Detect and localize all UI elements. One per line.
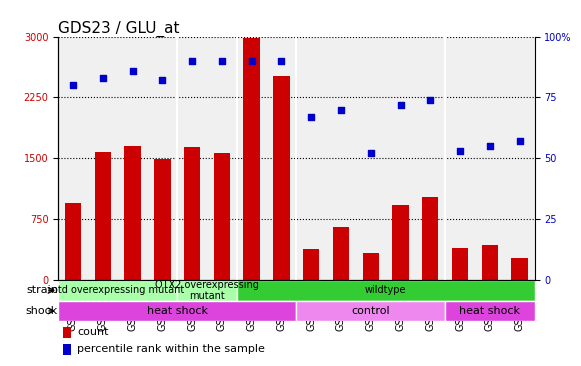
Text: otd overexpressing mutant: otd overexpressing mutant (52, 285, 184, 295)
Point (336, 107, 346, 113)
Bar (124, 146, 141, 280)
Point (157, 78, 167, 83)
Point (128, 68, 137, 74)
Bar (63, 344, 71, 355)
Bar (214, 153, 230, 280)
Bar (177, 280, 237, 300)
Point (456, 148, 465, 154)
Point (515, 138, 524, 144)
Text: control: control (352, 306, 390, 316)
Bar (303, 249, 320, 280)
Bar (333, 227, 349, 280)
Point (366, 150, 375, 156)
Bar (154, 159, 170, 280)
Text: heat shock: heat shock (147, 306, 207, 316)
Point (69, 82, 78, 88)
Text: wildtype: wildtype (365, 285, 406, 295)
Bar (422, 197, 439, 280)
Point (277, 58, 286, 64)
Bar (184, 147, 200, 280)
Bar (482, 245, 498, 280)
Point (247, 58, 256, 64)
Text: percentile rank within the sample: percentile rank within the sample (77, 344, 265, 354)
Text: GDS23 / GLU_at: GDS23 / GLU_at (58, 20, 180, 37)
Text: shock: shock (26, 306, 58, 316)
Point (485, 143, 494, 149)
Point (396, 102, 405, 108)
Point (426, 97, 435, 103)
Bar (445, 300, 535, 321)
Text: heat shock: heat shock (460, 306, 521, 316)
Bar (243, 38, 260, 280)
Bar (392, 205, 408, 280)
Bar (273, 75, 289, 280)
Text: strain: strain (26, 285, 58, 295)
Text: OTX2 overexpressing
mutant: OTX2 overexpressing mutant (155, 280, 259, 301)
Bar (65, 203, 81, 280)
Point (307, 114, 316, 120)
Point (98, 75, 107, 81)
Bar (363, 253, 379, 280)
Bar (63, 327, 71, 338)
Bar (237, 280, 535, 300)
Bar (58, 300, 296, 321)
Bar (296, 300, 445, 321)
Point (217, 58, 227, 64)
Bar (452, 249, 468, 280)
Point (188, 58, 197, 64)
Bar (95, 152, 111, 280)
Text: count: count (77, 328, 109, 337)
Bar (511, 258, 528, 280)
Bar (58, 280, 177, 300)
